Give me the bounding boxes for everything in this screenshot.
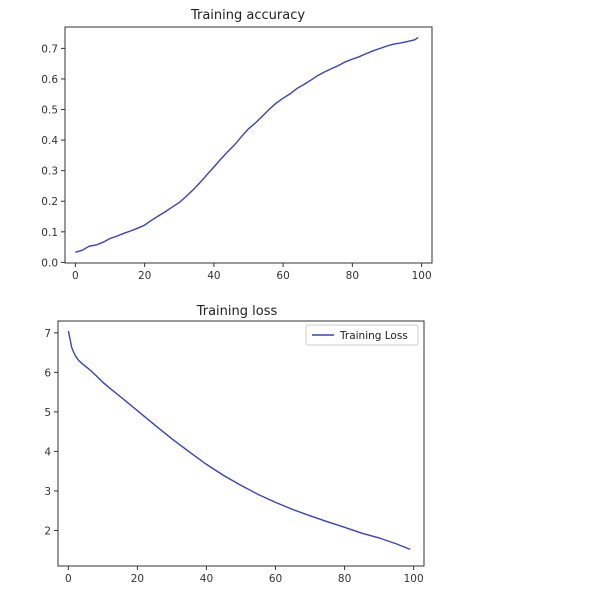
loss-axes: 0 20 40 60 80 100 2 3 4 5 6 7 — [44, 328, 423, 585]
loss-series-line — [67, 330, 411, 551]
accuracy-chart: Training accuracy 0 20 40 60 80 1000.00.10.20… — [41, 8, 433, 282]
accuracy-x-tick-label: 0 — [72, 270, 79, 282]
loss-x-tick-label: 40 — [200, 573, 213, 585]
accuracy-series-line — [75, 36, 419, 253]
loss-legend: Training Loss — [305, 324, 419, 346]
loss-y-tick-label: 7 — [44, 328, 51, 340]
accuracy-x-tick-label: 20 — [138, 270, 151, 282]
accuracy-axes: 0 20 40 60 80 100 0.0 0.1 0.2 0.3 0.4 0.5 0.6 0.7 — [41, 43, 431, 282]
loss-chart: Training loss 0 20 40 60 80 100 2 3 4 5 6 7 Trainin… — [44, 304, 425, 585]
accuracy-y-tick-label: 0.7 — [41, 43, 58, 55]
accuracy-y-tick-label: 0.3 — [41, 166, 58, 178]
accuracy-y-tick-label: 0.6 — [41, 74, 58, 86]
accuracy-y-tick-label: 0.0 — [41, 257, 58, 269]
accuracy-y-tick-label: 0.5 — [41, 105, 58, 117]
loss-x-tick-label: 100 — [404, 573, 424, 585]
legend-box — [305, 324, 419, 346]
loss-y-tick-label: 2 — [44, 525, 51, 537]
accuracy-x-tick-label: 80 — [346, 270, 359, 282]
accuracy-x-tick-label: 40 — [207, 270, 220, 282]
accuracy-chart-title: Training accuracy — [190, 8, 305, 23]
legend-label-training-loss: Training Loss — [339, 330, 408, 342]
loss-y-tick-label: 6 — [44, 367, 51, 379]
loss-chart-title: Training loss — [196, 304, 278, 319]
accuracy-y-tick-label: 0.1 — [41, 227, 58, 239]
accuracy-y-tick-label: 0.4 — [41, 135, 58, 147]
loss-x-tick-label: 80 — [338, 573, 351, 585]
loss-x-tick-label: 0 — [65, 573, 72, 585]
loss-x-tick-label: 60 — [269, 573, 282, 585]
accuracy-y-tick-label: 0.2 — [41, 196, 58, 208]
accuracy-x-tick-label: 60 — [276, 270, 289, 282]
loss-x-tick-label: 20 — [131, 573, 144, 585]
accuracy-plot-frame — [64, 26, 433, 264]
loss-y-tick-label: 5 — [44, 407, 51, 419]
accuracy-x-tick-label: 100 — [412, 270, 432, 282]
loss-y-tick-label: 4 — [44, 446, 51, 458]
loss-y-tick-label: 3 — [44, 486, 51, 498]
loss-plot-frame — [57, 320, 425, 567]
